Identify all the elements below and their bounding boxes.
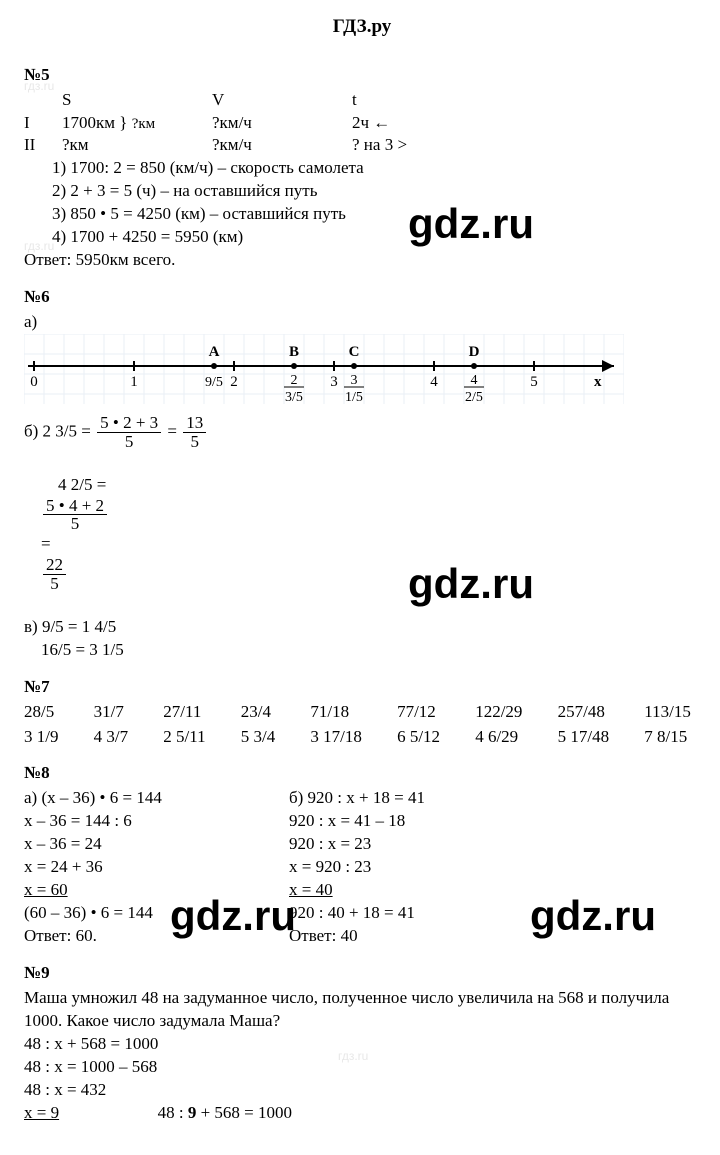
p7-cell: 113/15: [644, 701, 700, 724]
p5-step: 1) 1700: 2 = 850 (км/ч) – скорость самол…: [24, 157, 700, 180]
p8-line: 920 : 40 + 18 = 41: [289, 902, 700, 925]
p7-cell: 2 5/11: [163, 726, 215, 749]
svg-text:D: D: [469, 344, 480, 360]
p5-step: 4) 1700 + 4250 = 5950 (км): [24, 226, 700, 249]
task5-body: S V t I 1700км } ?км ?км/ч 2ч ← II ?км ?…: [24, 89, 700, 273]
p7-cell: 23/4: [241, 701, 285, 724]
svg-text:3/5: 3/5: [285, 390, 303, 404]
p5-step: 2) 2 + 3 = 5 (ч) – на оставшийся путь: [24, 180, 700, 203]
p8-line: Ответ: 40: [289, 925, 700, 948]
task7-title: №7: [24, 676, 700, 699]
p8-line: а) (x – 36) • 6 = 144: [24, 787, 289, 810]
p5-h-c2: V: [212, 89, 352, 112]
p7-cell: 3 1/9: [24, 726, 68, 749]
p5-r1-c0: I: [24, 112, 62, 135]
p7-cell: 3 17/18: [310, 726, 371, 749]
svg-text:4: 4: [430, 374, 438, 390]
p7-cell: 28/5: [24, 701, 68, 724]
task8-title: №8: [24, 762, 700, 785]
p7-cell: 31/7: [94, 701, 138, 724]
p7-cell: 71/18: [310, 701, 371, 724]
p9-final: x = 9 48 : 9 + 568 = 1000: [24, 1102, 700, 1125]
p8-line: x – 36 = 144 : 6: [24, 810, 289, 833]
p9-line: 48 : x = 1000 – 568: [24, 1056, 700, 1079]
p5-h-c3: t: [352, 89, 357, 112]
p6-b-line2: 4 2/5 = 5 • 4 + 25 = 225: [24, 451, 700, 616]
p6-c-line: 16/5 = 3 1/5: [24, 639, 700, 662]
svg-text:2/5: 2/5: [465, 390, 483, 404]
svg-text:3: 3: [351, 373, 358, 388]
task8-body: а) (x – 36) • 6 = 144x – 36 = 144 : 6x –…: [24, 787, 700, 948]
p7-cell: 7 8/15: [644, 726, 700, 749]
svg-text:x: x: [594, 374, 602, 390]
svg-text:2: 2: [230, 374, 238, 390]
p7-cell: 5 17/48: [558, 726, 619, 749]
p5-r2-c0: II: [24, 134, 62, 157]
p8-line: Ответ: 60.: [24, 925, 289, 948]
p7-cell: 4 3/7: [94, 726, 138, 749]
svg-text:A: A: [209, 344, 220, 360]
p9-line: 48 : x = 432: [24, 1079, 700, 1102]
p7-cell: 27/11: [163, 701, 215, 724]
p5-h-c0: [24, 89, 62, 112]
p6-b-line1: б) 2 3/5 = 5 • 2 + 35 = 135: [24, 414, 700, 451]
svg-text:C: C: [349, 344, 360, 360]
svg-text:1/5: 1/5: [345, 390, 363, 404]
p7-cell: 6 5/12: [397, 726, 449, 749]
p7-cell: 77/12: [397, 701, 449, 724]
p8-line: б) 920 : x + 18 = 41: [289, 787, 700, 810]
p5-r2-c1: ?км: [62, 134, 212, 157]
svg-text:9/5: 9/5: [205, 375, 223, 390]
p8-line: x = 920 : 23: [289, 856, 700, 879]
task9-title: №9: [24, 962, 700, 985]
p5-r1-c2: ?км/ч: [212, 112, 352, 135]
p5-h-c1: S: [62, 89, 212, 112]
p5-r1-c3: 2ч ←: [352, 112, 390, 135]
svg-text:B: B: [289, 344, 299, 360]
p8-line: 920 : x = 23: [289, 833, 700, 856]
p7-cell: 257/48: [558, 701, 619, 724]
p5-answer: Ответ: 5950км всего.: [24, 249, 700, 272]
p7-cell: 4 6/29: [475, 726, 531, 749]
svg-text:1: 1: [130, 374, 138, 390]
p7-cell: 5 3/4: [241, 726, 285, 749]
svg-text:2: 2: [291, 373, 298, 388]
p6-a-label: а): [24, 311, 700, 334]
p9-text: Маша умножил 48 на задуманное число, пол…: [24, 987, 700, 1033]
p8-line: x – 36 = 24: [24, 833, 289, 856]
svg-text:4: 4: [471, 373, 478, 388]
p5-step: 3) 850 • 5 = 4250 (км) – оставшийся путь: [24, 203, 700, 226]
task6-title: №6: [24, 286, 700, 309]
p7-cell: 122/29: [475, 701, 531, 724]
svg-text:3: 3: [330, 374, 338, 390]
svg-text:0: 0: [30, 374, 38, 390]
task5-title: №5: [24, 64, 700, 87]
p5-r1-c1: 1700км } ?км: [62, 112, 212, 135]
p6-c-line: в) 9/5 = 1 4/5: [24, 616, 700, 639]
p8-line: x = 24 + 36: [24, 856, 289, 879]
svg-text:5: 5: [530, 374, 538, 390]
p8-line: x = 60: [24, 879, 289, 902]
p8-line: (60 – 36) • 6 = 144: [24, 902, 289, 925]
p9-line: 48 : x + 568 = 1000: [24, 1033, 700, 1056]
p5-r2-c2: ?км/ч: [212, 134, 352, 157]
p5-r2-c3: ? на 3 >: [352, 134, 407, 157]
p8-line: x = 40: [289, 879, 700, 902]
page: ГДЗ.ру гдз.ru гдз.ru гдз.ru gdz.ru gdz.r…: [0, 0, 720, 1155]
task7-table: 28/5 31/7 27/11 23/4 71/18 77/12 122/29 257/48 1…: [24, 701, 700, 749]
page-title: ГДЗ.ру: [24, 8, 700, 50]
p8-line: 920 : x = 41 – 18: [289, 810, 700, 833]
number-line: 012345A9/5B23/5C31/5D42/5x: [24, 334, 700, 404]
